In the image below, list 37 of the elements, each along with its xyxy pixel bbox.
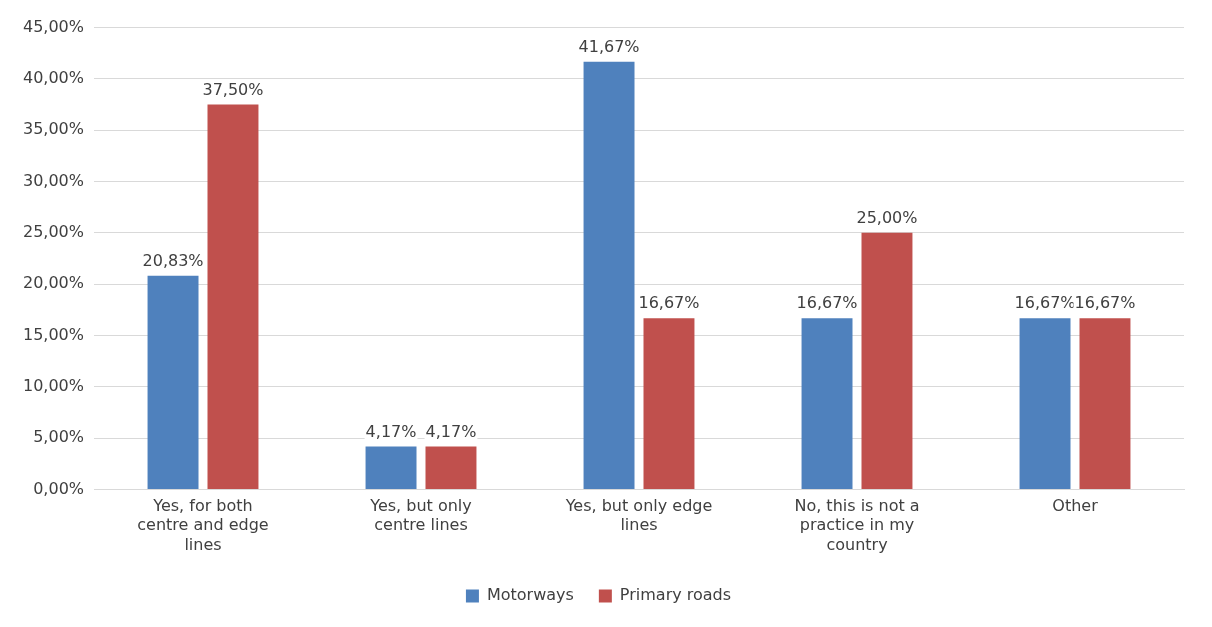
bar [583, 61, 635, 489]
y-tick-label: 0,00% [33, 478, 85, 498]
bar [207, 104, 259, 489]
data-label: 4,17% [425, 421, 477, 441]
bar [425, 446, 477, 489]
y-tick-label: 45,00% [22, 16, 85, 36]
data-label: 16,67% [1074, 293, 1136, 313]
data-label: 16,67% [638, 293, 700, 313]
y-tick-label: 40,00% [22, 68, 85, 88]
x-tick-label: Other [1052, 496, 1099, 516]
x-tick-label: No, this is not a practice in my country [794, 496, 920, 554]
bar [643, 318, 695, 489]
x-tick-label: Yes, but only centre lines [369, 496, 472, 535]
data-label: 16,67% [796, 293, 858, 313]
y-tick-label: 5,00% [33, 427, 85, 447]
y-tick-label: 35,00% [22, 119, 85, 139]
data-label: 25,00% [856, 208, 918, 227]
data-label: 37,50% [202, 79, 264, 99]
y-tick-label: 20,00% [22, 273, 85, 293]
x-tick-label: Yes, but only edge lines [564, 496, 713, 535]
data-label: 16,67% [1014, 293, 1076, 313]
bar [1019, 318, 1071, 489]
bar [1079, 318, 1131, 489]
y-tick-label: 10,00% [22, 375, 85, 395]
data-label: 20,83% [142, 250, 204, 270]
x-tick-label: Yes, for both centre and edge lines [137, 496, 269, 554]
bar [801, 318, 853, 489]
bar [365, 446, 417, 489]
bar [861, 232, 913, 489]
data-label: 41,67% [578, 36, 640, 56]
bar [147, 275, 199, 489]
y-tick-label: 15,00% [22, 324, 85, 344]
data-label: 4,17% [365, 421, 417, 441]
legend-label: Primary roads [619, 585, 732, 605]
y-tick-label: 25,00% [22, 222, 85, 241]
legend-label: Motorways [486, 585, 574, 605]
y-tick-label: 30,00% [22, 170, 85, 190]
